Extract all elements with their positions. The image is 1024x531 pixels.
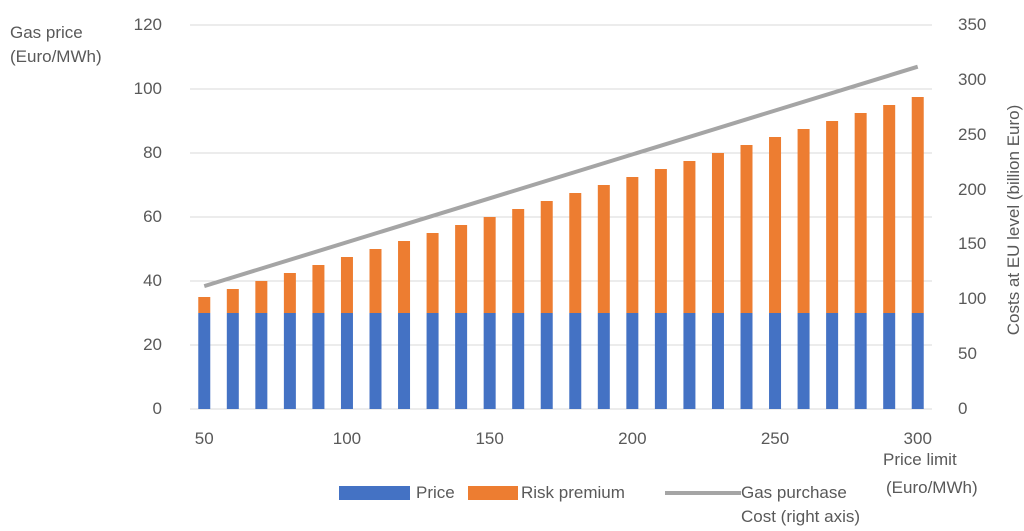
x-tick-label: 200: [618, 429, 647, 448]
bar-risk-premium: [854, 113, 867, 313]
bar-risk-premium: [683, 161, 696, 313]
bar-risk-premium: [711, 153, 724, 313]
bar-risk-premium: [398, 241, 411, 313]
x-label-line2: (Euro/MWh): [886, 478, 978, 497]
bar-risk-premium: [283, 273, 296, 313]
bar-price: [340, 313, 353, 409]
bar-price: [512, 313, 525, 409]
y-right-tick-label: 300: [958, 69, 987, 89]
y-left-tick-label: 40: [143, 271, 162, 290]
bar-risk-premium: [426, 233, 439, 313]
bar-price: [711, 313, 724, 409]
x-tick-label: 300: [903, 429, 932, 448]
bar-price: [312, 313, 325, 409]
line-series: [203, 64, 919, 289]
bar-price: [797, 313, 810, 409]
bar-price: [369, 313, 382, 409]
y-left-tick-label: 20: [143, 335, 162, 354]
y-right-tick-label: 350: [958, 15, 987, 34]
y-left-tick-label: 100: [133, 79, 162, 98]
y-right-tick-label: 200: [958, 179, 987, 199]
legend-label-risk-premium: Risk premium: [521, 483, 625, 502]
bar-risk-premium: [455, 225, 468, 313]
bar-risk-premium: [569, 193, 582, 313]
bar-price: [740, 313, 753, 409]
bar-price: [597, 313, 610, 409]
bar-risk-premium: [797, 129, 810, 313]
y-left-tick-label: 120: [133, 15, 162, 34]
line-gas-purchase-cost: [203, 64, 919, 289]
bar-price: [911, 313, 924, 409]
bar-price: [455, 313, 468, 409]
bar-price: [569, 313, 582, 409]
bar-price: [883, 313, 896, 409]
y-right-tick-label: 50: [958, 344, 977, 364]
bar-price: [854, 313, 867, 409]
y-right-tick-label: 250: [958, 124, 987, 144]
bar-price: [826, 313, 839, 409]
bar-price: [540, 313, 553, 409]
bar-price: [683, 313, 696, 409]
bar-risk-premium: [826, 121, 839, 313]
y-right-tick-label: 0: [958, 399, 968, 418]
bar-price: [398, 313, 411, 409]
bar-risk-premium: [369, 249, 382, 313]
bar-price: [426, 313, 439, 409]
legend-label-price: Price: [416, 483, 455, 502]
bar-risk-premium: [626, 177, 639, 313]
y-left-label-line1: Gas price: [10, 23, 83, 42]
bar-price: [626, 313, 639, 409]
legend-label-gas-purchase-line1: Gas purchase: [741, 483, 847, 502]
x-tick-label: 100: [332, 429, 362, 448]
y-right-tick-label: 100: [958, 289, 987, 309]
bar-price: [483, 313, 496, 409]
gridlines: [190, 24, 932, 410]
x-tick-label: 50: [194, 429, 214, 448]
legend-swatch-price: [339, 486, 410, 500]
bar-risk-premium: [769, 137, 782, 313]
bar-risk-premium: [911, 97, 924, 313]
bar-risk-premium: [483, 217, 496, 313]
y-right-tick-label: 150: [958, 234, 987, 254]
bar-risk-premium: [198, 297, 211, 313]
y-left-tick-label: 0: [152, 399, 162, 418]
bar-risk-premium: [512, 209, 525, 313]
bar-risk-premium: [654, 169, 667, 313]
y-right-label: Costs at EU level (billion Euro): [1004, 104, 1023, 336]
bar-price: [654, 313, 667, 409]
bar-risk-premium: [740, 145, 753, 313]
x-tick-label: 150: [475, 429, 504, 448]
bar-risk-premium: [312, 265, 325, 313]
bar-price: [198, 313, 211, 409]
bar-risk-premium: [883, 105, 896, 313]
y-left-tick-label: 80: [143, 143, 162, 162]
x-tick-label: 250: [760, 429, 790, 448]
bar-risk-premium: [340, 257, 353, 313]
bar-price: [226, 313, 239, 409]
bar-price: [769, 313, 782, 409]
legend-swatch-risk-premium: [468, 486, 518, 500]
bar-risk-premium: [226, 289, 239, 313]
bar-price: [283, 313, 296, 409]
bar-risk-premium: [255, 281, 268, 313]
y-left-tick-label: 60: [143, 207, 162, 226]
bar-price: [255, 313, 268, 409]
y-left-label-line2: (Euro/MWh): [10, 47, 102, 66]
bars: [198, 97, 924, 409]
legend-line-gas-purchase: [665, 491, 741, 495]
bar-risk-premium: [597, 185, 610, 313]
bar-risk-premium: [540, 201, 553, 313]
x-label-line1: Price limit: [883, 450, 957, 469]
legend-label-gas-purchase-line2: Cost (right axis): [741, 507, 861, 526]
